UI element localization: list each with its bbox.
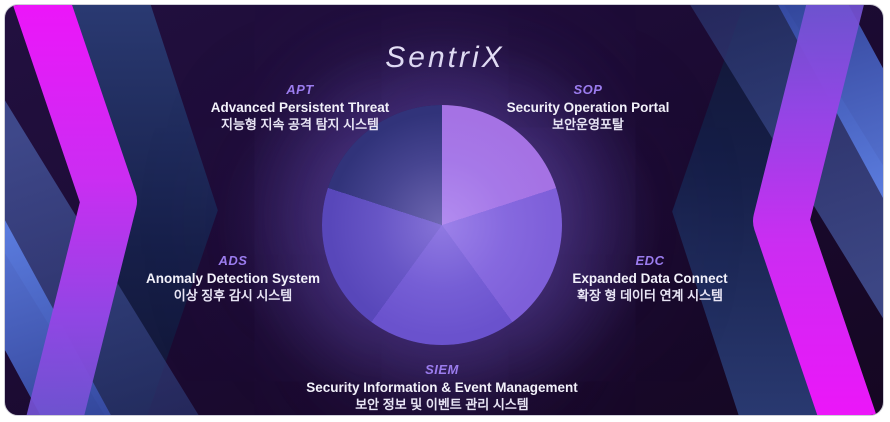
left-ribbon-group: [5, 5, 218, 415]
module-acronym: EDC: [635, 253, 665, 268]
module-label-siem: SIEM Security Information & Event Manage…: [282, 361, 602, 413]
module-name: Security Information & Event Management: [306, 380, 578, 395]
module-label-apt: APT Advanced Persistent Threat 지능형 지속 공격…: [175, 81, 425, 133]
ribbon-decoration: [5, 5, 884, 415]
module-name-korean: 이상 징후 감시 시스템: [173, 288, 293, 303]
pie-chart: [322, 105, 562, 345]
module-acronym: SOP: [573, 82, 603, 97]
module-label-edc: EDC Expanded Data Connect 확장 형 데이터 연계 시스…: [525, 252, 775, 304]
module-acronym: ADS: [218, 253, 248, 268]
module-name: Anomaly Detection System: [145, 271, 321, 286]
module-label-sop: SOP Security Operation Portal 보안운영포탈: [463, 81, 713, 133]
module-name-korean: 보안 정보 및 이벤트 관리 시스템: [355, 397, 529, 412]
module-name: Expanded Data Connect: [572, 271, 728, 286]
module-acronym: SIEM: [425, 362, 459, 377]
module-name-korean: 보안운영포탈: [552, 117, 624, 132]
module-name-korean: 확장 형 데이터 연계 시스템: [576, 288, 723, 303]
page-title: SentriX: [385, 41, 505, 74]
module-acronym: APT: [286, 82, 314, 97]
module-name: Advanced Persistent Threat: [210, 100, 390, 115]
module-label-ads: ADS Anomaly Detection System 이상 징후 감시 시스…: [108, 252, 358, 304]
pie-chart-wrap: [322, 105, 562, 345]
infographic-card: SentriX APT Advanced Persistent Threat 지…: [4, 4, 884, 416]
module-name: Security Operation Portal: [506, 100, 670, 115]
module-name-korean: 지능형 지속 공격 탐지 시스템: [221, 117, 379, 132]
